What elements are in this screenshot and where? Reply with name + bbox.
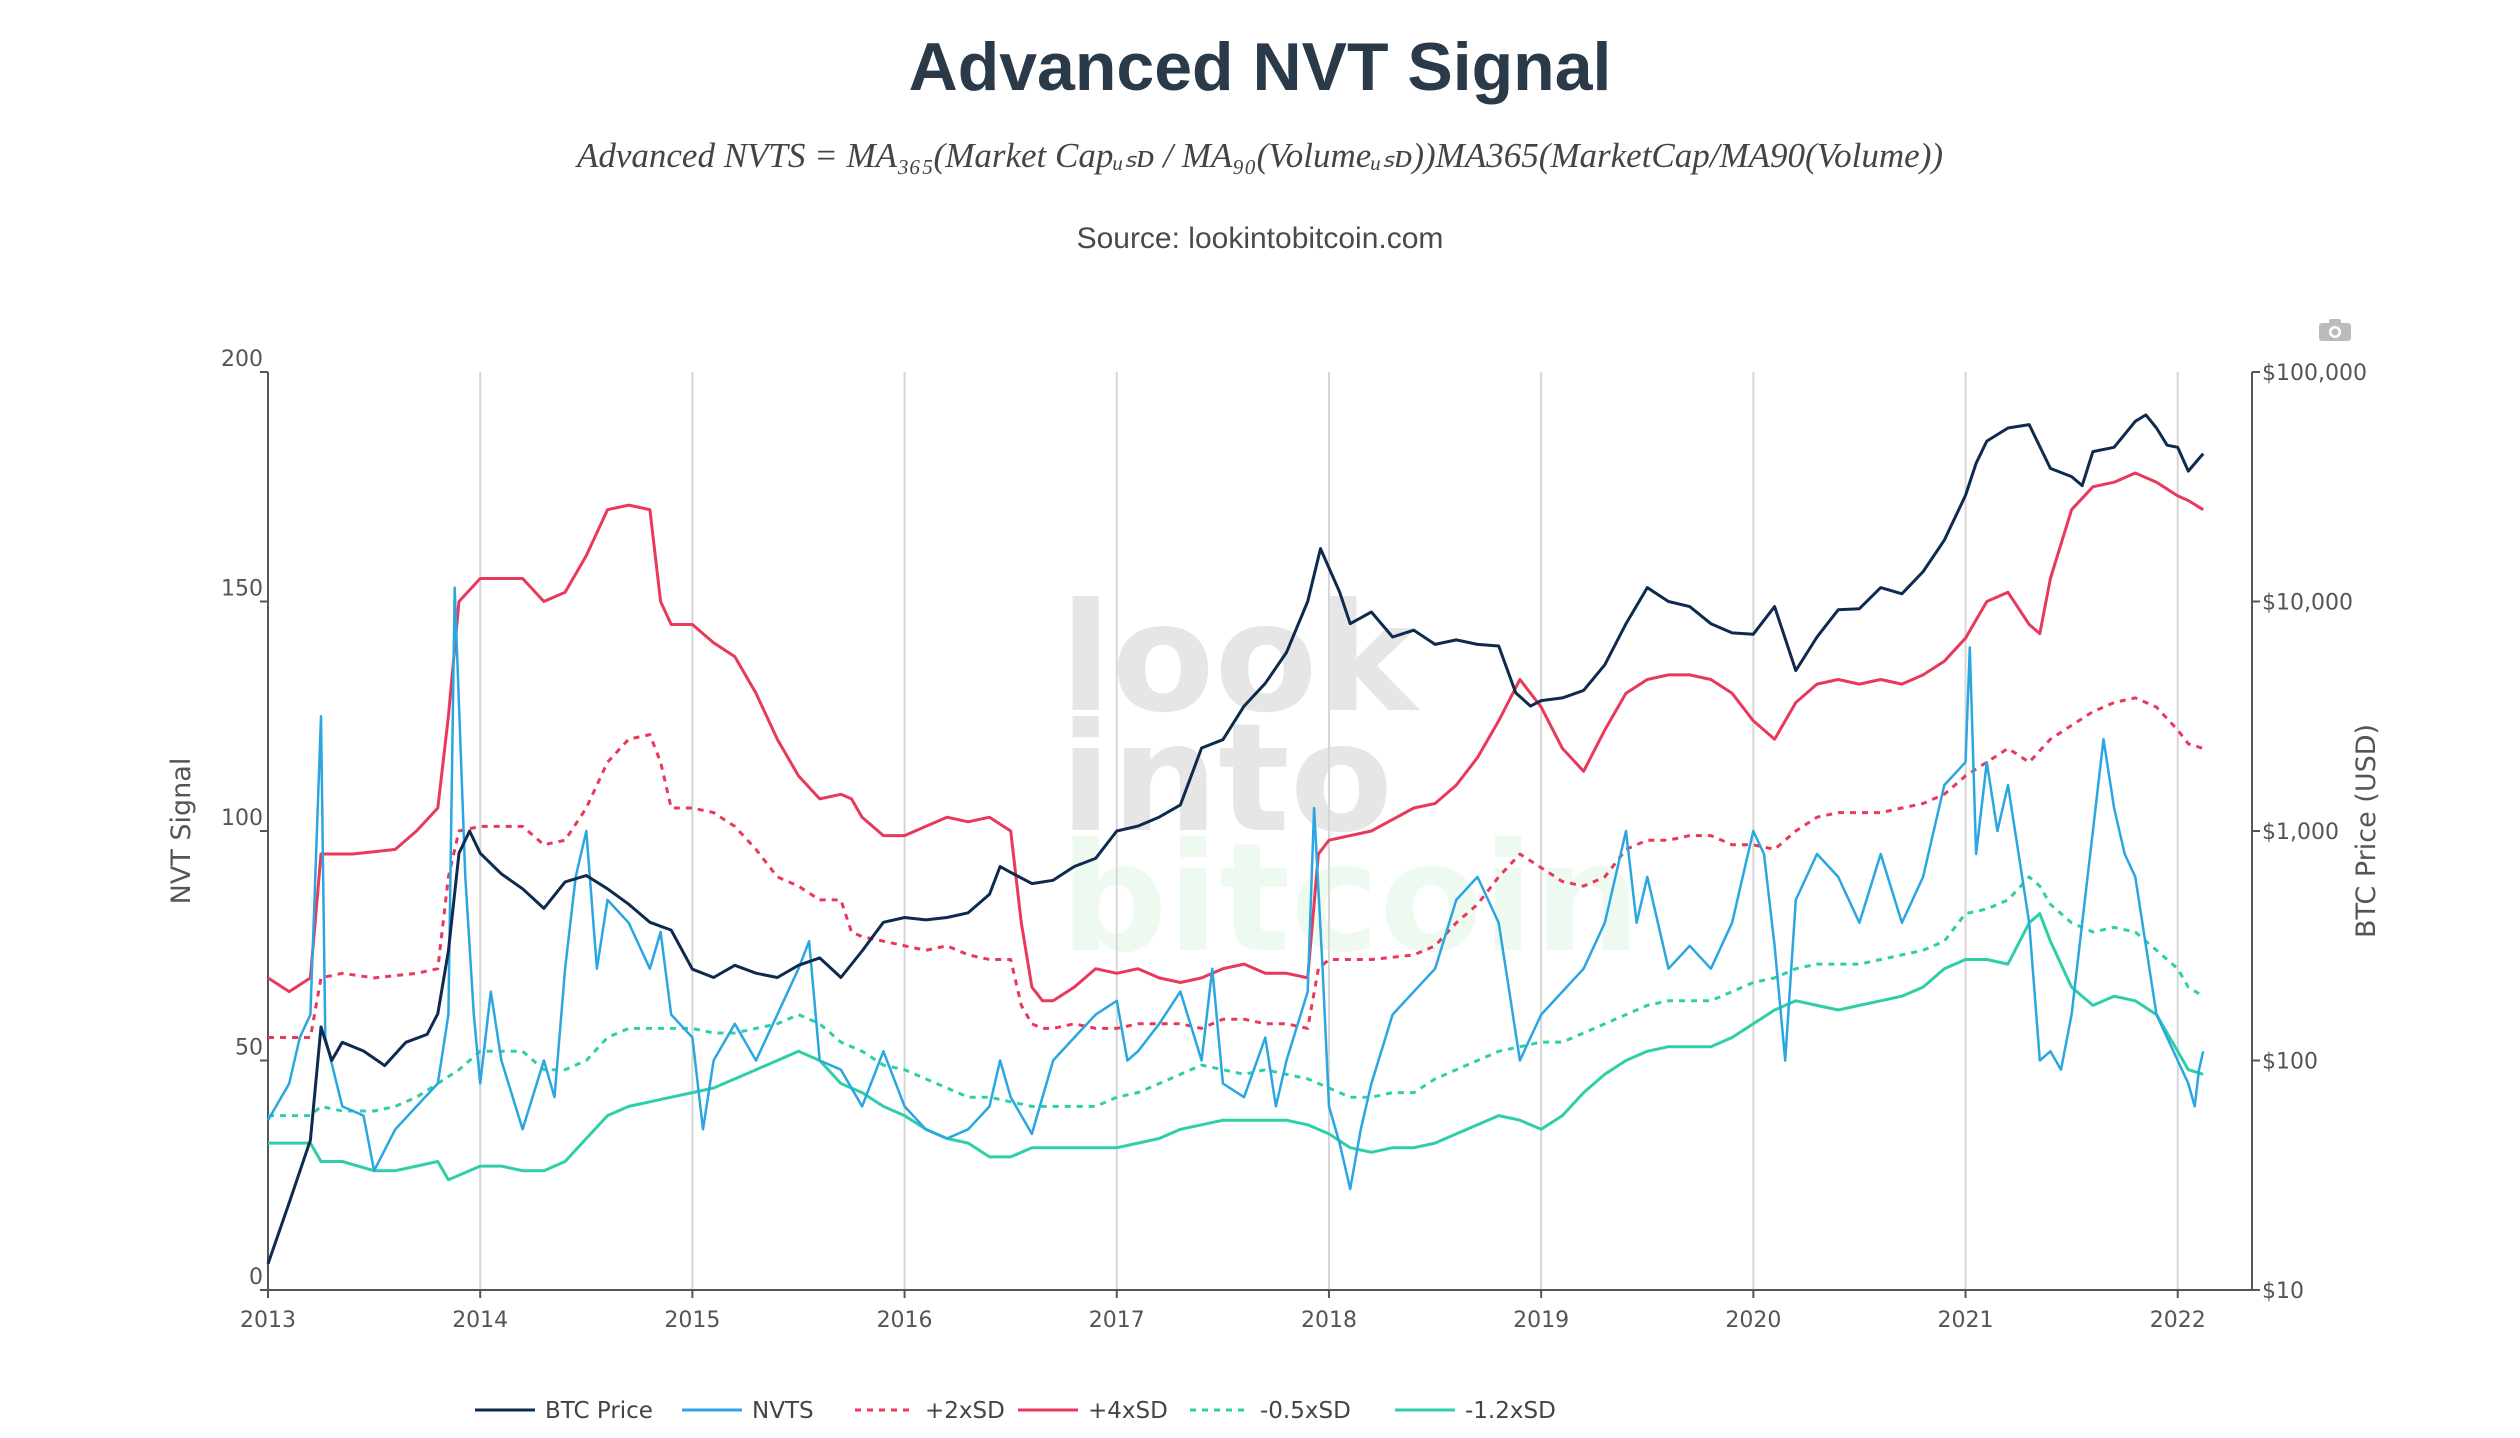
y-tick-label: 100 (221, 806, 263, 831)
y-tick-label: 200 (221, 347, 263, 372)
series-line--0-5xsd (268, 875, 2204, 1118)
y2-tick-label: $10 (2262, 1279, 2304, 1304)
x-tick-label: 2015 (664, 1308, 720, 1333)
legend-label: -1.2xSD (1465, 1398, 1556, 1424)
legend-label: +2xSD (925, 1398, 1005, 1424)
legend-item[interactable]: BTC Price (475, 1398, 653, 1424)
x-tick-label: 2021 (1938, 1308, 1994, 1333)
x-tick-label: 2013 (240, 1308, 296, 1333)
series-layer (266, 413, 2205, 1265)
x-tick-label: 2018 (1301, 1308, 1357, 1333)
x-tick-label: 2019 (1513, 1308, 1569, 1333)
legend-label: +4xSD (1088, 1398, 1168, 1424)
x-tick-label: 2014 (452, 1308, 508, 1333)
y-tick-label: 50 (235, 1036, 263, 1061)
y2-tick-label: $100,000 (2262, 361, 2367, 386)
axes: 2013 2014 2015 2016 2017 2018 2019 2020 2021 2022… (166, 347, 2382, 1333)
y-tick-label: 0 (249, 1265, 263, 1290)
legend-item[interactable]: +2xSD (855, 1398, 1005, 1424)
watermark-line3: bitcoin (1060, 812, 1641, 986)
y2-tick-label: $10,000 (2262, 591, 2353, 616)
legend[interactable]: BTC Price NVTS +2xSD +4xSD -0.5xSD -1.2xSD (475, 1398, 1556, 1424)
series-line-nvts (266, 586, 2205, 1191)
x-tick-label: 2016 (877, 1308, 933, 1333)
x-tick-label: 2017 (1089, 1308, 1145, 1333)
legend-item[interactable]: -1.2xSD (1395, 1398, 1556, 1424)
watermark-logo: look into bitcoin (1060, 572, 1641, 986)
x-tick-label: 2022 (2150, 1308, 2206, 1333)
y-axis-title: NVT Signal (166, 758, 197, 905)
formula-subtitle: Advanced NVTS = MA₃₆₅(Market Capᵤₛᴅ / MA… (576, 136, 1944, 175)
grid (479, 372, 2179, 1290)
series-line--2xsd (268, 696, 2204, 1039)
legend-item[interactable]: +4xSD (1018, 1398, 1168, 1424)
legend-label: NVTS (752, 1398, 814, 1424)
series-line-btc-price (266, 413, 2205, 1265)
watermark-line1: look (1060, 572, 1421, 746)
chart-title: Advanced NVT Signal (908, 29, 1612, 105)
y2-axis-title: BTC Price (USD) (2351, 724, 2382, 938)
y2-tick-label: $100 (2262, 1050, 2318, 1075)
x-tick-label: 2020 (1725, 1308, 1781, 1333)
legend-item[interactable]: -0.5xSD (1190, 1398, 1351, 1424)
y-tick-label: 150 (221, 577, 263, 602)
legend-label: -0.5xSD (1260, 1398, 1351, 1424)
legend-item[interactable]: NVTS (682, 1398, 814, 1424)
legend-label: BTC Price (545, 1398, 653, 1424)
source-label: Source: lookintobitcoin.com (1076, 222, 1444, 255)
camera-icon[interactable] (2318, 318, 2352, 342)
y2-tick-label: $1,000 (2262, 820, 2339, 845)
series-line--1-2xsd (268, 912, 2204, 1182)
